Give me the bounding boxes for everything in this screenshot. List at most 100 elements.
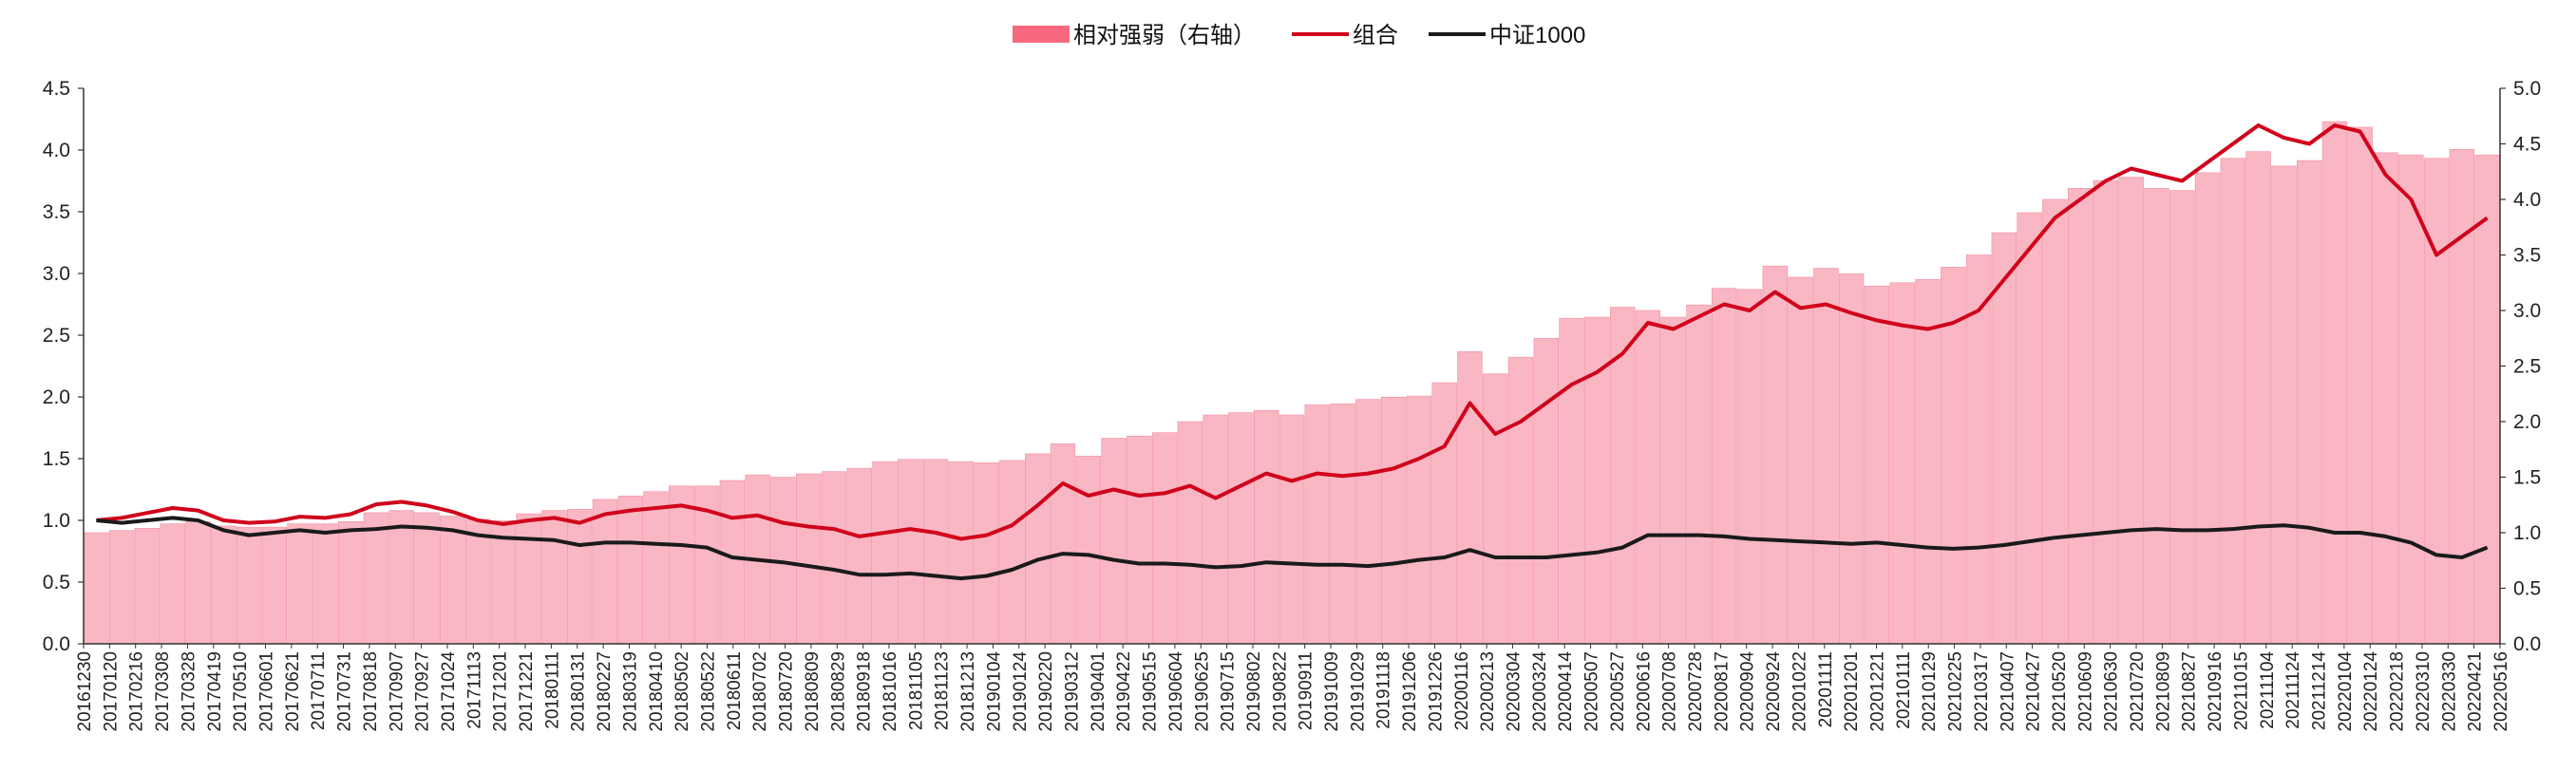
legend-label-portfolio: 组合 [1353, 23, 1398, 48]
legend-item-portfolio: 组合 [1292, 23, 1398, 48]
relative-strength-bar [974, 461, 999, 645]
relative-strength-bar [617, 496, 643, 645]
relative-strength-bar [1813, 268, 1839, 645]
x-tick-label: 20220218 [2388, 651, 2408, 732]
relative-strength-bar [2398, 154, 2424, 645]
relative-strength-bar [592, 499, 618, 645]
relative-strength-bar [464, 518, 491, 645]
x-tick-label: 20210609 [2075, 651, 2095, 732]
x-tick-label: 20180227 [595, 651, 615, 732]
relative-strength-bar [1025, 453, 1051, 645]
relative-strength-bar [2474, 154, 2500, 645]
x-tick-label: 20200213 [1478, 651, 1498, 732]
x-tick-label: 20190715 [1219, 651, 1239, 732]
relative-strength-bar [2373, 152, 2398, 645]
relative-strength-bar [1483, 373, 1508, 645]
x-tick-label: 20180809 [803, 651, 823, 732]
right-tick-label: 2.5 [2513, 356, 2541, 378]
x-tick-label: 20181016 [881, 651, 900, 732]
left-tick-label: 1.5 [43, 448, 70, 470]
relative-strength-bar [922, 459, 949, 645]
x-tick-label: 20190401 [1089, 651, 1108, 732]
x-tick-label: 20210809 [2153, 651, 2173, 732]
legend: 相对强弱（右轴） 组合 中证1000 [1013, 23, 1585, 48]
x-tick-label: 20190124 [1011, 651, 1031, 732]
relative-strength-bar [2144, 188, 2169, 645]
relative-strength-bar [669, 485, 694, 645]
left-tick-label: 2.5 [43, 325, 70, 347]
relative-strength-bar [1762, 265, 1788, 645]
relative-strength-bar [846, 467, 872, 645]
relative-strength-bar [1635, 310, 1661, 645]
relative-strength-bar [1609, 307, 1636, 645]
x-tick-label: 20200304 [1505, 651, 1525, 732]
relative-strength-bar [2245, 151, 2271, 645]
relative-strength-bar [2449, 149, 2475, 645]
x-tick-label: 20171201 [491, 651, 511, 732]
legend-label-csi1000: 中证1000 [1489, 23, 1585, 48]
x-tick-label: 20210129 [1920, 651, 1940, 732]
relative-strength-bar [1457, 350, 1483, 645]
relative-strength-bar [363, 512, 389, 645]
relative-strength-bar [490, 519, 517, 645]
x-tick-label: 20191226 [1426, 651, 1446, 732]
relative-strength-bar [1889, 282, 1915, 645]
x-tick-label: 20210225 [1946, 651, 1966, 732]
x-tick-label: 20171221 [517, 651, 537, 732]
relative-strength-bar [1304, 405, 1330, 645]
relative-strength-bar [1507, 356, 1534, 645]
x-tick-label: 20180319 [620, 651, 640, 732]
relative-strength-bar [134, 528, 161, 645]
relative-strength-bar [1838, 273, 1865, 645]
x-tick-label: 20180502 [672, 651, 692, 732]
left-tick-label: 0.0 [43, 633, 70, 655]
relative-strength-bar [261, 526, 288, 645]
relative-strength-bar [2347, 126, 2373, 645]
series-line-portfolio [96, 123, 2489, 541]
relative-strength-bar [2271, 165, 2297, 645]
x-tick-label: 20170711 [309, 651, 329, 730]
relative-strength-bar [2067, 188, 2093, 645]
legend-swatch-relative-strength [1013, 26, 1070, 43]
relative-strength-bar [1254, 409, 1279, 645]
x-tick-label: 20181213 [958, 651, 978, 732]
x-tick-label: 20211015 [2231, 651, 2251, 730]
relative-strength-bar [1991, 232, 2017, 645]
relative-strength-bar [1177, 421, 1203, 645]
x-tick-label: 20170927 [413, 651, 433, 732]
x-tick-label: 20171024 [439, 651, 459, 732]
x-tick-label: 20161230 [75, 651, 95, 732]
right-tick-label: 2.0 [2513, 411, 2541, 433]
x-tick-label: 20201111 [1816, 651, 1836, 727]
right-tick-label: 1.0 [2513, 522, 2541, 544]
x-tick-label: 20190911 [1297, 651, 1316, 730]
relative-strength-bar [2017, 212, 2042, 645]
relative-strength-bar [1406, 395, 1432, 645]
x-tick-label: 20200116 [1452, 651, 1472, 730]
relative-strength-bar [643, 491, 669, 645]
x-tick-label: 20220310 [2414, 651, 2434, 732]
x-tick-label: 20190422 [1114, 651, 1134, 732]
x-tick-label: 20170328 [179, 651, 199, 732]
relative-strength-bar [388, 510, 414, 645]
relative-strength-bar [1915, 278, 1941, 645]
relative-strength-bar [1127, 435, 1152, 645]
relative-strength-bar [1075, 455, 1101, 645]
x-tick-label: 20190802 [1244, 651, 1264, 732]
x-tick-label: 20180611 [725, 651, 745, 730]
x-tick-label: 20190515 [1141, 651, 1161, 732]
relative-strength-bar [516, 513, 541, 645]
left-tick-label: 0.5 [43, 572, 70, 593]
relative-strength-bar [1660, 316, 1686, 645]
relative-strength-bar [2169, 190, 2195, 645]
relative-strength-bar [999, 460, 1025, 645]
x-tick-label: 20200728 [1686, 651, 1706, 732]
x-tick-label: 20200527 [1608, 651, 1628, 732]
x-tick-label: 20200507 [1582, 651, 1602, 732]
relative-strength-bar [796, 473, 822, 645]
relative-strength-bar [541, 510, 567, 645]
relative-strength-bar [1203, 414, 1228, 645]
x-tick-label: 20201221 [1867, 651, 1887, 732]
relative-strength-bar [2220, 158, 2246, 645]
